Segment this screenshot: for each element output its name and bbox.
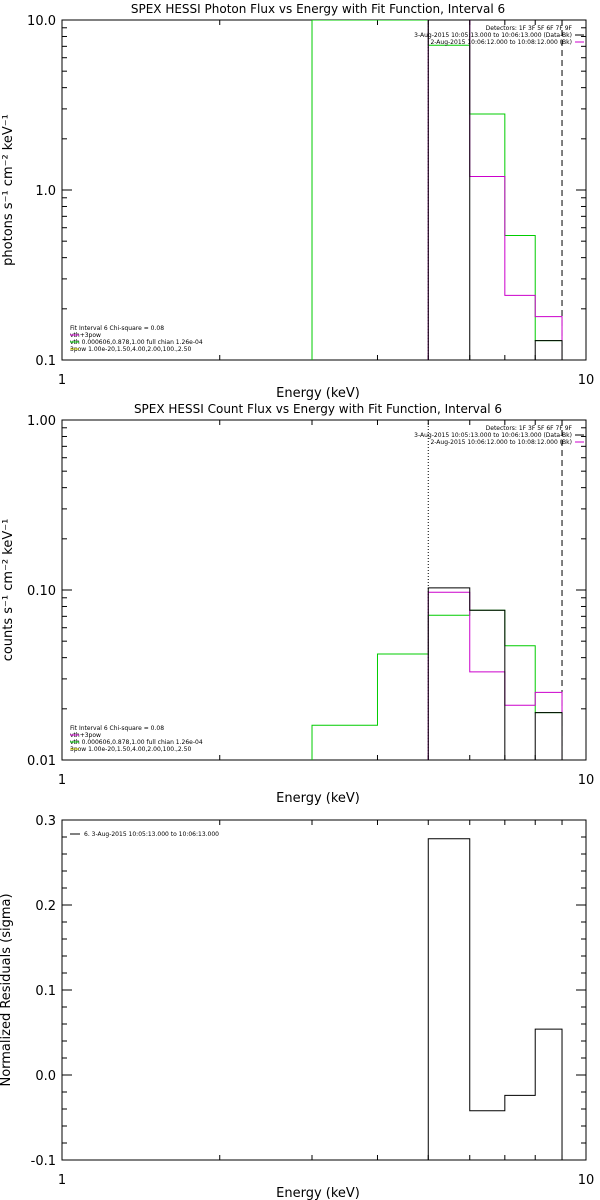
series-step-line (427, 587, 563, 760)
series-step-line (311, 609, 563, 760)
x-tick-label: 1 (58, 1173, 66, 1188)
chart-title: SPEX HESSI Photon Flux vs Energy with Fi… (131, 2, 505, 16)
x-tick-label: 1 (58, 773, 66, 788)
legend-entry: vth 0.000606,0.878,1.00 full chian 1.26e… (70, 739, 203, 746)
y-axis-label: counts s⁻¹ cm⁻² keV⁻¹ (1, 519, 16, 662)
legend-entry: 2-Aug-2015 10:06:12.000 to 10:08:12.000 … (430, 39, 572, 46)
legend-entry: vth+3pow (70, 732, 101, 739)
y-tick-label: 0.1 (35, 984, 56, 999)
x-tick-label: 10 (578, 773, 595, 788)
residuals-panel: Energy (keV) Normalized Residuals (sigma… (0, 814, 594, 1200)
x-axis-label: Energy (keV) (276, 1186, 360, 1200)
y-tick-label: 0.3 (35, 814, 56, 829)
y-tick-label: 0.10 (27, 584, 56, 599)
series-step-line (427, 838, 563, 1160)
plot-frame (61, 419, 587, 761)
y-tick-label: 1.00 (27, 414, 56, 429)
x-axis-label: Energy (keV) (276, 386, 360, 401)
series-step-line (427, 20, 563, 360)
y-tick-label: 0.0 (35, 1069, 56, 1084)
legend-entry: 3pow 1.00e-20,1.50,4.00,2.00,100.,2.50 (70, 746, 191, 753)
legend-entry: 2-Aug-2015 10:06:12.000 to 10:08:12.000 … (430, 439, 572, 446)
legend-entry: 3-Aug-2015 10:05:13.000 to 10:06:13.000 … (414, 32, 572, 39)
plot-frame (61, 19, 587, 361)
legend-entry: 6. 3-Aug-2015 10:05:13.000 to 10:06:13.0… (84, 831, 219, 838)
legend-entry: 3-Aug-2015 10:05:13.000 to 10:06:13.000 … (414, 432, 572, 439)
y-axis-label: photons s⁻¹ cm⁻² keV⁻¹ (1, 114, 16, 266)
x-axis-label: Energy (keV) (276, 791, 360, 806)
legend-entry: 3pow 1.00e-20,1.50,4.00,2.00,100.,2.50 (70, 346, 191, 353)
y-tick-label: 1.0 (35, 184, 56, 199)
count-flux-panel: SPEX HESSI Count Flux vs Energy with Fit… (1, 402, 594, 806)
legend-entry: Detectors: 1F 3F 5F 6F 7F 9F (486, 25, 573, 32)
legend-entry: vth+3pow (70, 332, 101, 339)
x-tick-label: 10 (578, 1173, 595, 1188)
plot-frame (61, 819, 587, 1161)
chart-title: SPEX HESSI Count Flux vs Energy with Fit… (134, 402, 502, 416)
series-step-line (427, 591, 563, 760)
legend-entry: Fit Interval 6 Chi-square = 0.08 (70, 725, 164, 732)
series-step-line (311, 20, 563, 360)
legend-entry: Detectors: 1F 3F 5F 6F 7F 9F (486, 425, 573, 432)
x-tick-label: 10 (578, 373, 595, 388)
y-tick-label: -0.1 (31, 1154, 56, 1169)
legend-entry: Fit Interval 6 Chi-square = 0.08 (70, 325, 164, 332)
y-tick-label: 0.01 (27, 754, 56, 769)
series-step-line (427, 20, 563, 360)
x-tick-label: 1 (58, 373, 66, 388)
photon-flux-panel: SPEX HESSI Photon Flux vs Energy with Fi… (1, 2, 594, 401)
y-tick-label: 0.2 (35, 899, 56, 914)
legend-entry: vth 0.000606,0.878,1.00 full chian 1.26e… (70, 339, 203, 346)
y-tick-label: 10.0 (27, 14, 56, 29)
y-axis-label: Normalized Residuals (sigma) (0, 893, 14, 1086)
y-tick-label: 0.1 (35, 354, 56, 369)
